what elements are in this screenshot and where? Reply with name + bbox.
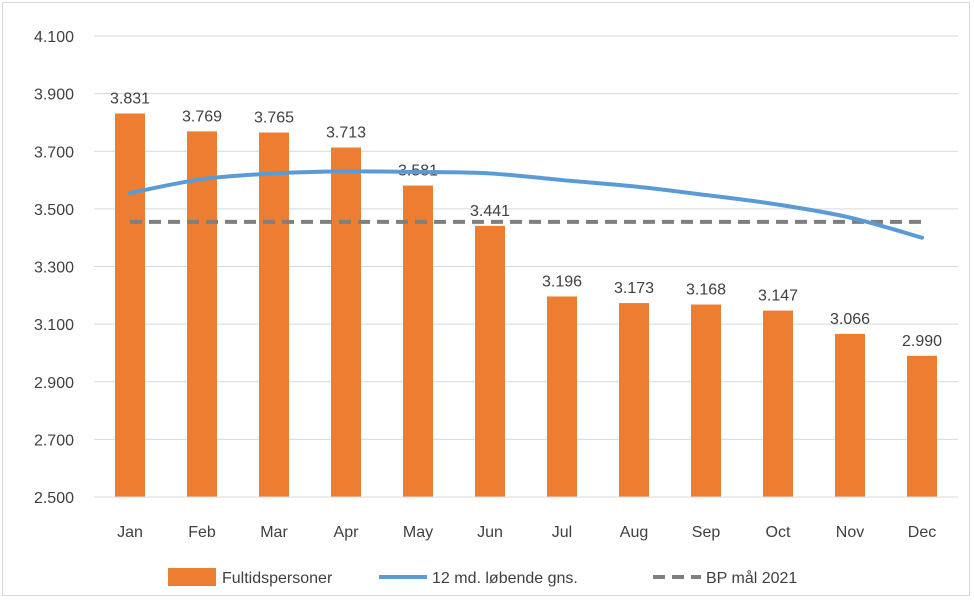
bar — [547, 296, 577, 497]
x-tick-label: May — [403, 524, 433, 541]
bar — [763, 310, 793, 497]
x-tick-label: Jul — [552, 524, 572, 541]
x-tick-label: Jun — [477, 524, 503, 541]
data-label: 3.769 — [182, 108, 222, 125]
data-label: 3.173 — [614, 280, 654, 297]
y-tick-label: 3.100 — [34, 317, 74, 334]
legend: Fultidspersoner 12 md. løbende gns. BP mål… — [168, 568, 797, 587]
x-tick-label: Jan — [117, 524, 143, 541]
legend-swatch-fultidspersoner — [168, 568, 216, 586]
y-tick-label: 2.900 — [34, 375, 74, 392]
bar — [331, 147, 361, 497]
y-tick-label: 3.500 — [34, 202, 74, 219]
x-tick-label: Aug — [620, 524, 648, 541]
legend-label-rolling-average: 12 md. løbende gns. — [432, 570, 578, 587]
data-label: 3.765 — [254, 110, 294, 127]
x-axis: Jan Feb Mar Apr May Jun Jul Aug Sep Oct Nov Dec — [94, 496, 958, 541]
data-label: 3.066 — [830, 311, 870, 328]
data-label: 3.441 — [470, 203, 510, 220]
bar — [907, 355, 937, 497]
bar — [835, 333, 865, 497]
y-tick-label: 3.900 — [34, 87, 74, 104]
data-label: 3.196 — [542, 273, 582, 290]
legend-label-fultidspersoner: Fultidspersoner — [222, 570, 333, 587]
y-tick-label: 2.500 — [34, 490, 74, 507]
bar — [115, 113, 145, 498]
gridlines — [94, 35, 958, 498]
x-tick-label: Apr — [334, 524, 360, 541]
x-tick-label: Nov — [836, 524, 864, 541]
bar — [475, 225, 505, 497]
x-tick-label: Mar — [260, 524, 288, 541]
bar — [403, 185, 433, 498]
data-label: 3.713 — [326, 125, 366, 142]
data-label: 3.147 — [758, 288, 798, 305]
y-tick-label: 4.100 — [34, 29, 74, 46]
x-tick-label: Oct — [766, 524, 791, 541]
rolling-average-line — [128, 169, 924, 240]
y-tick-label: 3.700 — [34, 144, 74, 161]
legend-label-bp-maal: BP mål 2021 — [706, 569, 797, 587]
x-tick-label: Dec — [908, 524, 936, 541]
x-tick-label: Feb — [188, 524, 216, 541]
bar-series — [115, 113, 937, 498]
bar — [187, 131, 217, 497]
data-label: 2.990 — [902, 333, 942, 350]
data-label: 3.168 — [686, 282, 726, 299]
data-label: 3.831 — [110, 91, 150, 108]
bar — [259, 132, 289, 497]
bar — [691, 304, 721, 497]
y-axis: 2.500 2.700 2.900 3.100 3.300 3.500 3.700 3.900… — [34, 29, 74, 507]
y-tick-label: 3.300 — [34, 260, 74, 277]
y-tick-label: 2.700 — [34, 432, 74, 449]
x-tick-label: Sep — [692, 524, 721, 541]
bar — [619, 303, 649, 497]
rolling-average-series — [128, 169, 924, 240]
